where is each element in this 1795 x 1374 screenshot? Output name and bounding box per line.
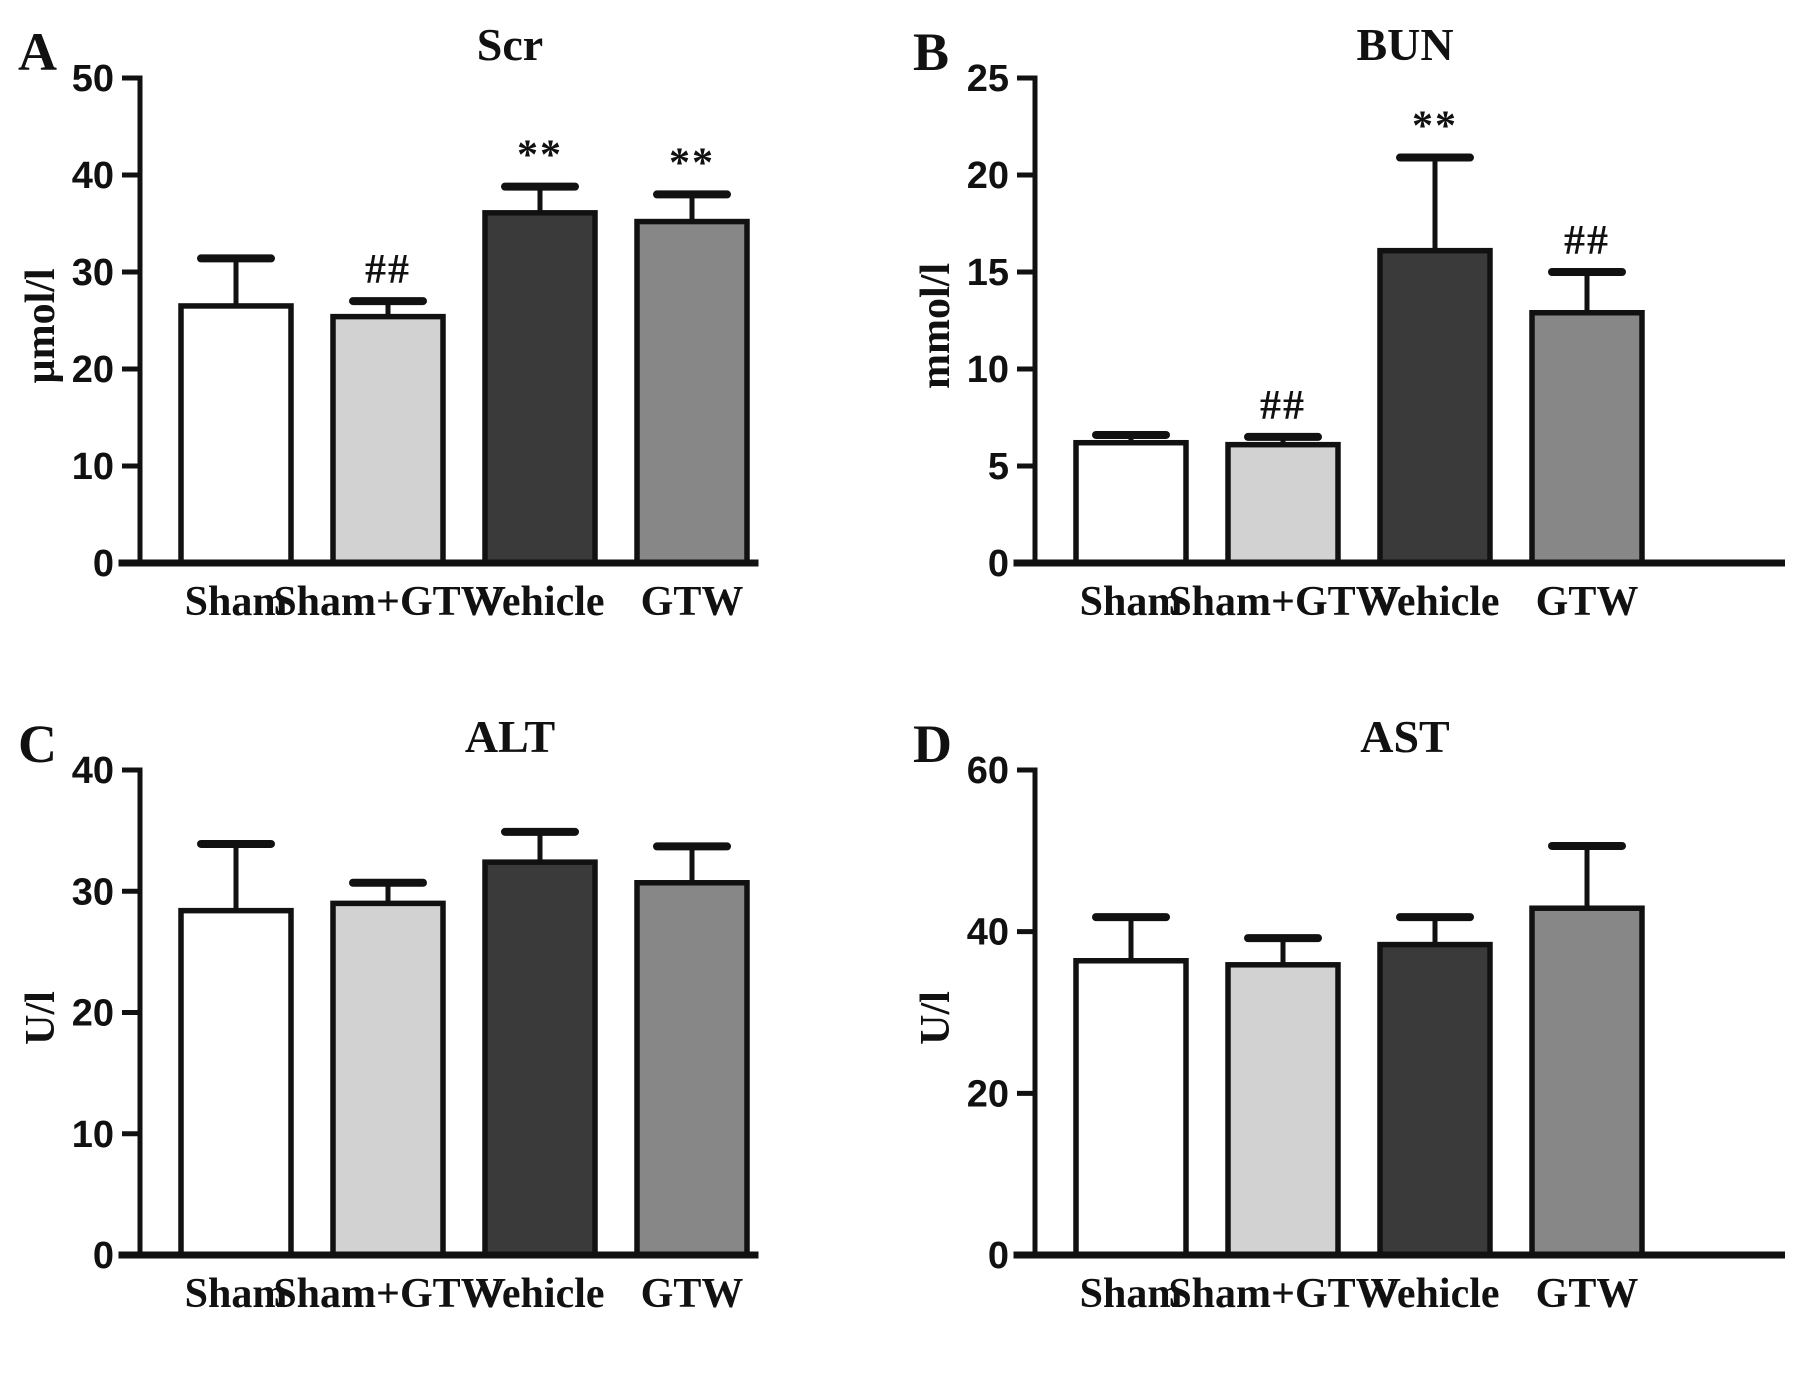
- panel-letter: D: [913, 714, 952, 774]
- y-tick-label: 60: [967, 750, 1009, 792]
- x-category-label: Sham: [1080, 1271, 1183, 1317]
- bar-gtw: [634, 880, 750, 1258]
- bar-vehicle: [1377, 941, 1493, 1258]
- bar-sham-gtw: [1225, 962, 1341, 1258]
- chart-title: AST: [1360, 711, 1449, 762]
- significance-mark: **: [1412, 104, 1458, 150]
- y-tick-label: 30: [72, 252, 114, 294]
- bar-sham-gtw: [1225, 441, 1341, 566]
- significance-mark: ##: [1260, 383, 1306, 429]
- significance-mark: ##: [1564, 218, 1610, 264]
- bar-gtw: [1529, 905, 1645, 1258]
- bar-sham: [1073, 958, 1189, 1258]
- chart-title: BUN: [1356, 19, 1453, 70]
- bar-sham: [178, 303, 294, 566]
- y-tick-label: 0: [988, 543, 1009, 585]
- x-category-label: GTW: [641, 579, 744, 625]
- bar-vehicle: [1377, 247, 1493, 566]
- y-tick-label: 0: [988, 1235, 1009, 1277]
- y-tick-label: 40: [967, 912, 1009, 954]
- y-tick-label: 0: [93, 1235, 114, 1277]
- x-category-label: Vehicle: [1370, 579, 1499, 625]
- bar-sham-gtw: [330, 313, 446, 566]
- x-category-label: GTW: [1536, 1271, 1639, 1317]
- y-tick-label: 10: [72, 1114, 114, 1156]
- panel-letter: B: [913, 22, 949, 82]
- y-tick-label: 5: [988, 446, 1009, 488]
- significance-mark: ##: [365, 247, 411, 293]
- y-tick-label: 10: [72, 446, 114, 488]
- chart-title: ALT: [465, 711, 555, 762]
- y-tick-label: 40: [72, 155, 114, 197]
- panel-b-bun-bar-chart: B BUN mmol/l 0 5 10 15 20 25 Sham ## Sham+GTW ** Vehi…: [913, 19, 1785, 625]
- panel-letter: A: [18, 22, 57, 82]
- x-category-label: Sham: [185, 1271, 288, 1317]
- y-tick-label: 50: [72, 58, 114, 100]
- x-category-label: Vehicle: [475, 579, 604, 625]
- x-category-label: Sham: [1080, 579, 1183, 625]
- y-axis-label: U/l: [18, 991, 64, 1045]
- bar-gtw: [1529, 309, 1645, 566]
- y-tick-label: 30: [72, 871, 114, 913]
- y-tick-label: 25: [967, 58, 1009, 100]
- bar-sham-gtw: [330, 900, 446, 1258]
- y-tick-label: 15: [967, 252, 1009, 294]
- y-tick-label: 40: [72, 750, 114, 792]
- x-category-label: GTW: [1536, 579, 1639, 625]
- bar-sham: [178, 907, 294, 1258]
- y-tick-label: 20: [72, 993, 114, 1035]
- y-tick-label: 20: [967, 1073, 1009, 1115]
- y-tick-label: 10: [967, 349, 1009, 391]
- x-category-label: Sham+GTW: [273, 579, 502, 625]
- y-tick-label: 20: [967, 155, 1009, 197]
- bar-sham: [1073, 439, 1189, 566]
- significance-mark: **: [669, 140, 715, 186]
- x-category-label: Sham+GTW: [273, 1271, 502, 1317]
- panel-letter: C: [18, 714, 57, 774]
- significance-mark: **: [517, 133, 563, 179]
- y-tick-label: 0: [93, 543, 114, 585]
- bar-vehicle: [482, 210, 598, 566]
- y-tick-label: 20: [72, 349, 114, 391]
- y-axis-label: U/l: [913, 991, 959, 1045]
- panel-a-scr-bar-chart: A Scr µmol/l 0 10 20 30 40 50 Sham ## Sham+GTW ** Veh…: [18, 19, 759, 625]
- y-axis-label: µmol/l: [18, 268, 64, 383]
- bar-vehicle: [482, 859, 598, 1258]
- x-category-label: Sham: [185, 579, 288, 625]
- x-category-label: Sham+GTW: [1168, 579, 1397, 625]
- y-axis-label: mmol/l: [913, 263, 959, 389]
- x-category-label: GTW: [641, 1271, 744, 1317]
- x-category-label: Vehicle: [1370, 1271, 1499, 1317]
- x-category-label: Vehicle: [475, 1271, 604, 1317]
- chart-title: Scr: [477, 19, 543, 70]
- bar-gtw: [634, 218, 750, 566]
- x-category-label: Sham+GTW: [1168, 1271, 1397, 1317]
